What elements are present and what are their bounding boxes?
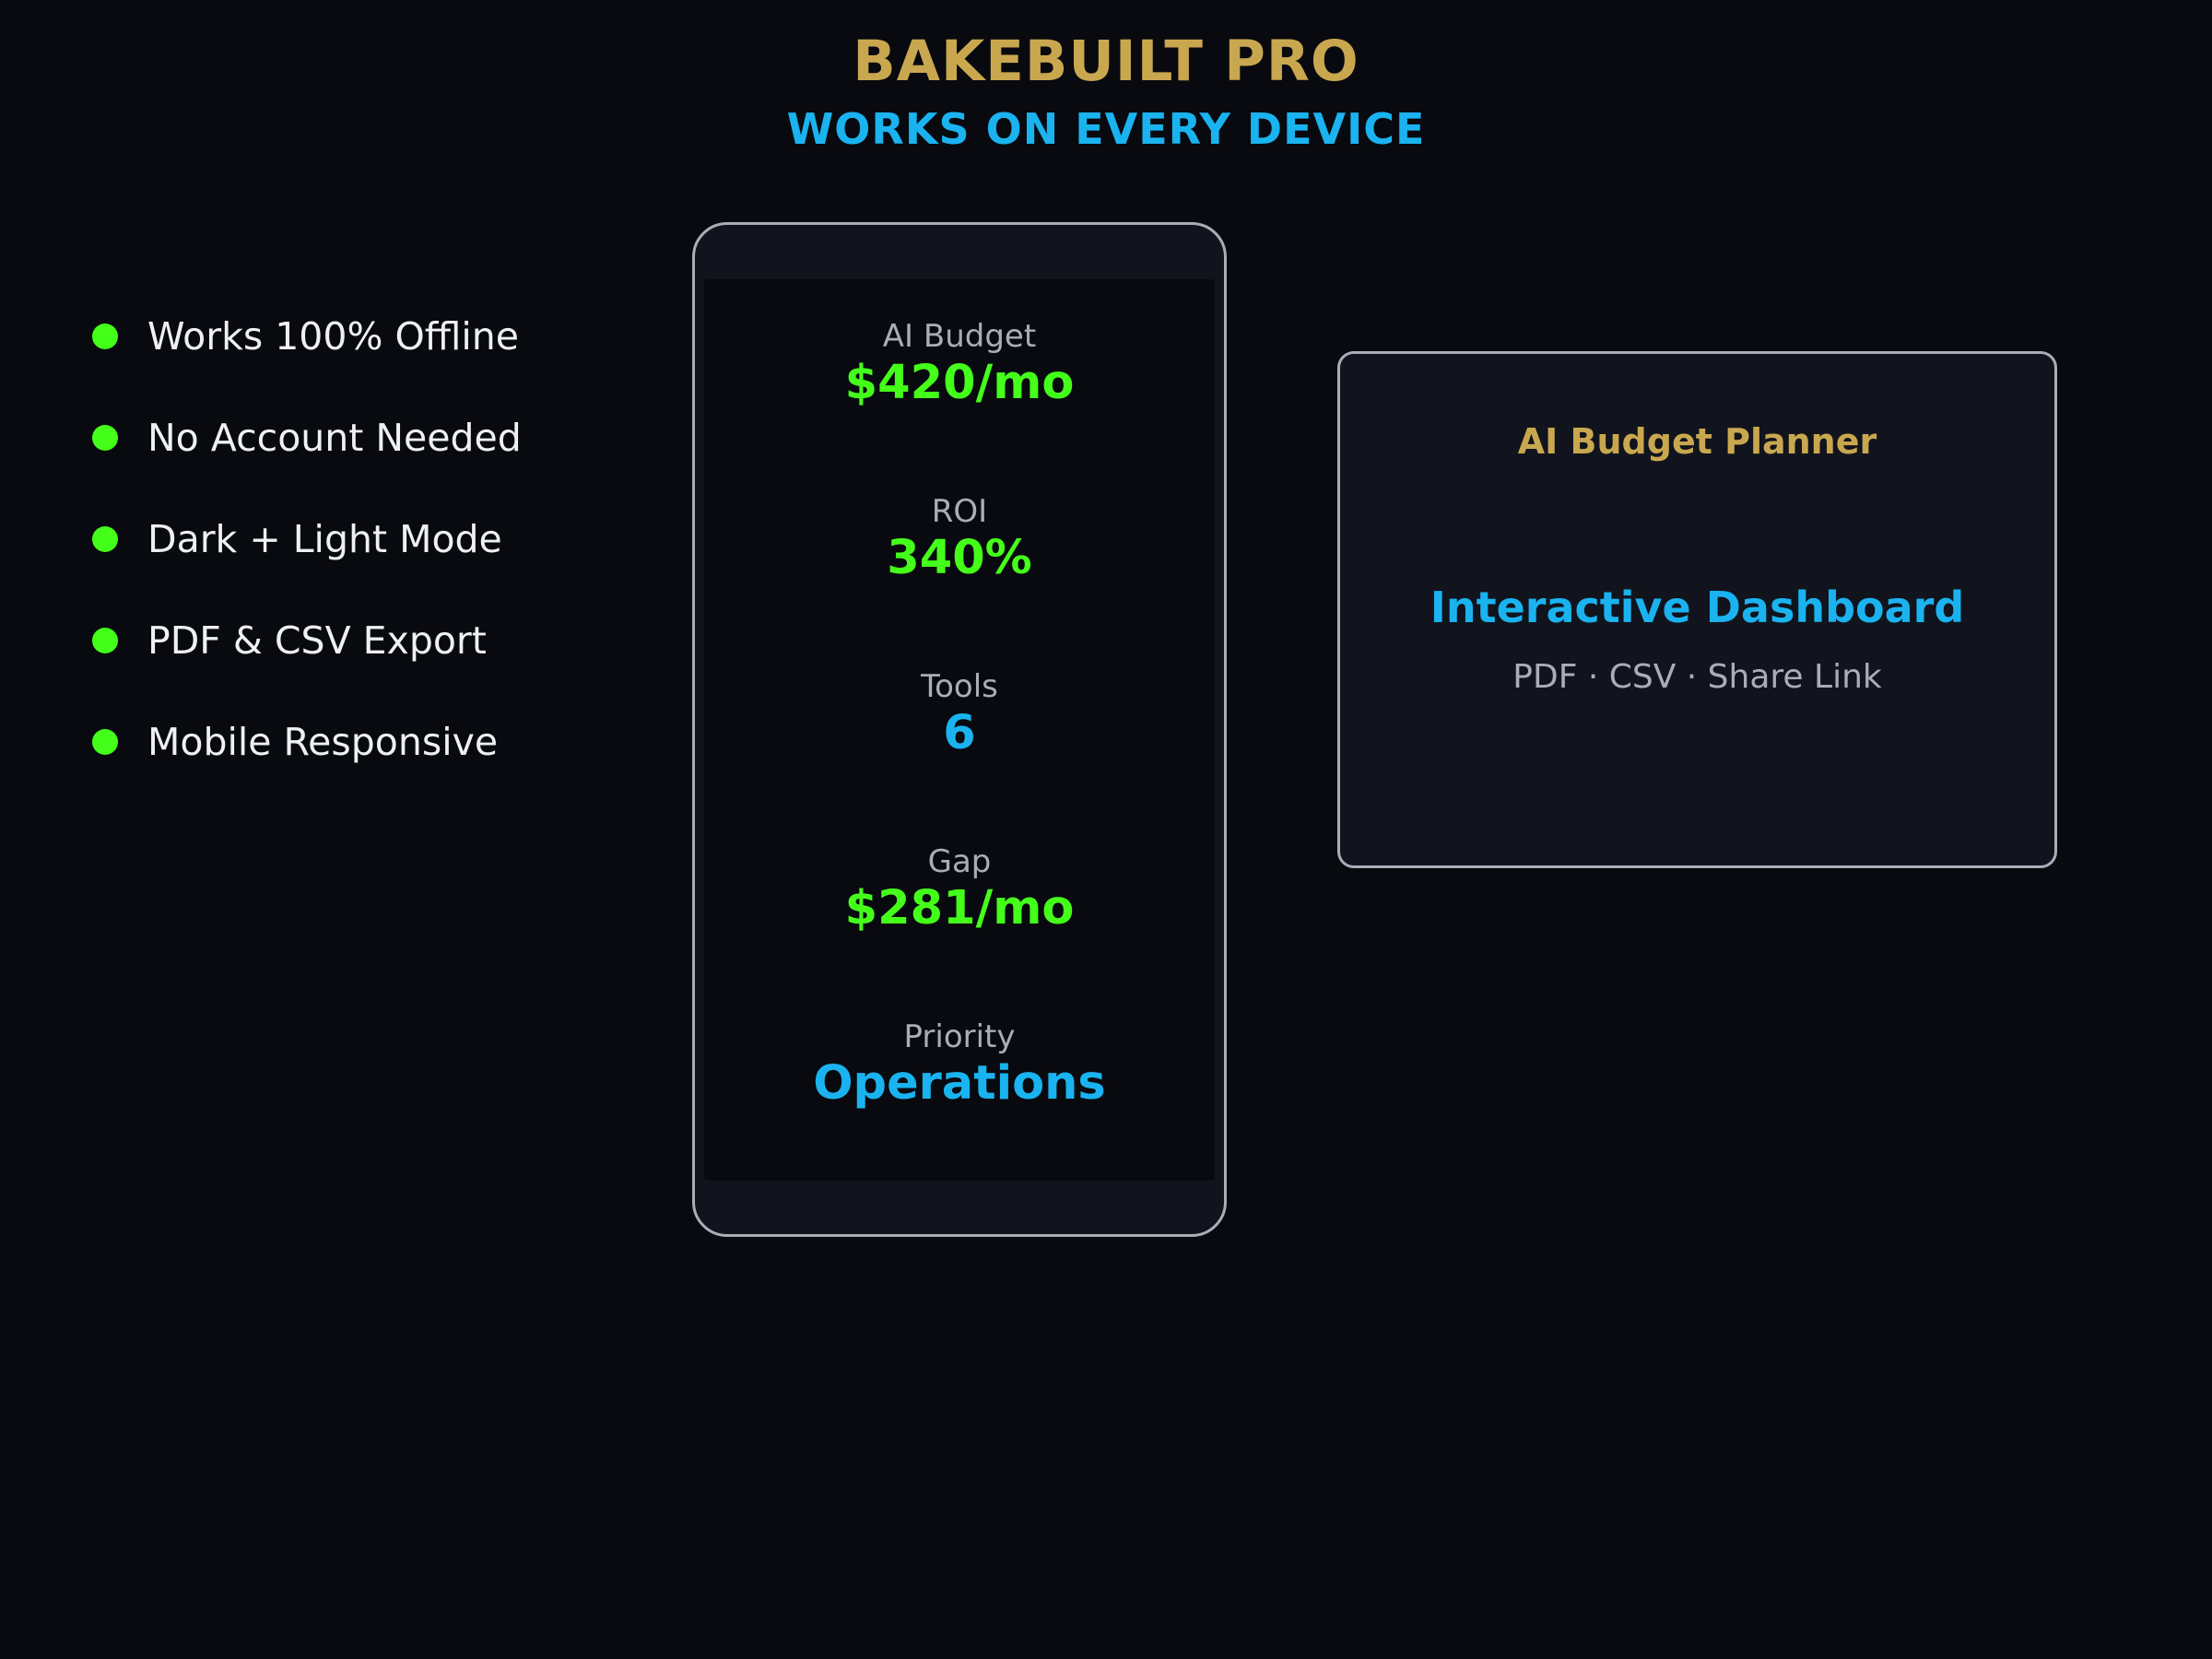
dashboard-card: AI Budget Planner Interactive Dashboard … (1337, 351, 2057, 868)
stat-priority: Priority Operations (704, 1018, 1215, 1112)
feature-label: No Account Needed (147, 416, 522, 460)
stat-value: 340% (887, 531, 1032, 585)
stat-gap: Gap $281/mo (704, 843, 1215, 937)
stat-value: 6 (943, 706, 976, 760)
feature-label: Mobile Responsive (147, 720, 499, 764)
stat-tools: Tools 6 (704, 668, 1215, 762)
feature-label: Dark + Light Mode (147, 517, 502, 561)
phone-mockup: AI Budget $420/mo ROI 340% Tools 6 Gap $… (692, 222, 1227, 1237)
phone-screen: AI Budget $420/mo ROI 340% Tools 6 Gap $… (704, 279, 1215, 1181)
stat-label: Priority (903, 1018, 1016, 1055)
bullet-dot-icon (92, 526, 118, 552)
feature-item-dark-light: Dark + Light Mode (92, 507, 608, 571)
page-subtitle: WORKS ON EVERY DEVICE (786, 104, 1426, 154)
bullet-dot-icon (92, 425, 118, 451)
card-title: AI Budget Planner (1517, 421, 1877, 462)
feature-item-offline: Works 100% Offline (92, 304, 608, 369)
stat-roi: ROI 340% (704, 493, 1215, 587)
stat-value: $420/mo (844, 356, 1075, 410)
stat-ai-budget: AI Budget $420/mo (704, 318, 1215, 412)
bullet-dot-icon (92, 324, 118, 349)
bullet-dot-icon (92, 628, 118, 653)
card-heading: Interactive Dashboard (1430, 582, 1965, 632)
stat-label: Tools (921, 668, 998, 705)
feature-label: PDF & CSV Export (147, 618, 487, 663)
stat-label: ROI (931, 493, 988, 530)
stat-label: AI Budget (882, 318, 1037, 355)
card-subtext: PDF · CSV · Share Link (1512, 658, 1882, 696)
feature-item-mobile: Mobile Responsive (92, 710, 608, 774)
feature-label: Works 100% Offline (147, 314, 519, 359)
feature-item-export: PDF & CSV Export (92, 608, 608, 673)
page-title: BAKEBUILT PRO (853, 29, 1359, 94)
feature-item-no-account: No Account Needed (92, 406, 608, 470)
stat-label: Gap (927, 843, 992, 880)
stat-value: Operations (813, 1056, 1106, 1111)
stat-value: $281/mo (844, 881, 1075, 935)
bullet-dot-icon (92, 729, 118, 755)
